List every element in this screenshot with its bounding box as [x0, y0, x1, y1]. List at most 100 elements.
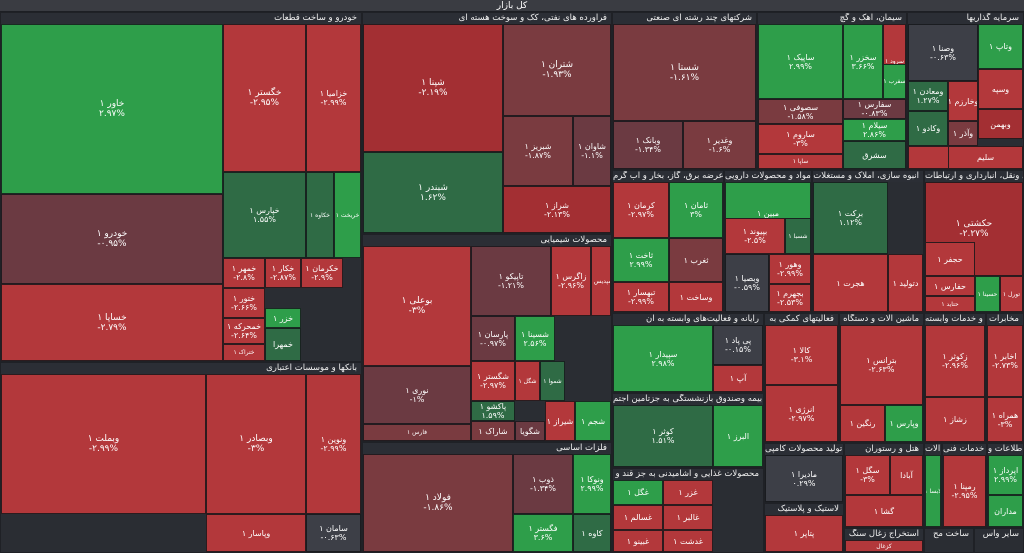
stock-tile[interactable]: گشا ۱	[845, 495, 923, 527]
stock-tile[interactable]: وتاپ ۱	[978, 24, 1023, 69]
stock-tile[interactable]: رمپنا ۱ -۲.۹۵%	[943, 455, 986, 527]
stock-tile[interactable]: دتولید ۱	[888, 254, 923, 312]
stock-tile[interactable]: ثغرب ۱	[669, 238, 723, 282]
sector-title[interactable]: سرمایه گذاریها	[908, 13, 1023, 24]
stock-tile[interactable]: خودرو ۱ -۰.۹۵%	[1, 194, 223, 284]
stock-tile[interactable]: وصنا ۱ -۰.۶۳%	[908, 24, 978, 81]
stock-tile[interactable]: ثامان ۱ ۳%	[669, 182, 723, 238]
stock-tile[interactable]: سگل ۱ -۳%	[845, 455, 890, 495]
stock-tile[interactable]: لابسا ۱	[925, 455, 941, 527]
sector-title[interactable]: فعالیتهای کمکی به	[765, 314, 838, 325]
stock-tile[interactable]: شگستر ۱ -۲.۹۷%	[471, 361, 515, 401]
stock-tile[interactable]: سخزر ۱ ۳.۶۶%	[843, 24, 883, 99]
stock-tile[interactable]: زشاز ۱	[925, 397, 985, 442]
sector-title[interactable]: بانکها و موسسات اعتباری	[1, 363, 361, 374]
stock-tile[interactable]: وکادو ۱	[908, 111, 948, 146]
stock-tile[interactable]: انرژی ۱ -۲.۹۷%	[765, 385, 838, 442]
stock-tile[interactable]: فارس ۱-۱.۶۶%	[363, 424, 471, 441]
stock-tile[interactable]: سشرق	[843, 141, 906, 169]
stock-tile[interactable]: خزامیا ۱ -۲.۹۹%	[306, 24, 361, 172]
stock-tile[interactable]: هجرت ۱	[813, 254, 888, 312]
stock-tile[interactable]: ومعادن ۱ ۱.۲۷%	[908, 81, 948, 111]
stock-tile[interactable]: کزغال	[845, 540, 923, 552]
stock-tile[interactable]: شسینا ۱ ۲.۵۶%	[515, 316, 555, 361]
stock-tile[interactable]: ساپا ۱	[758, 154, 843, 169]
stock-tile[interactable]: غزر ۱	[663, 480, 713, 505]
stock-tile[interactable]: خساپا ۱ -۲.۷۹%	[1, 284, 223, 361]
stock-tile[interactable]: سپیدار ۱ ۲.۹۸%	[613, 325, 713, 392]
stock-tile[interactable]: ونوکا ۱ ۲.۹۹%	[573, 454, 611, 514]
stock-tile[interactable]: اپرداز ۱ ۲.۹۹%	[988, 455, 1023, 495]
stock-tile[interactable]: شتران ۱ -۱.۹۳%	[503, 24, 611, 116]
stock-tile[interactable]: کوثر ۱ ۱.۵۱%	[613, 405, 713, 467]
stock-tile[interactable]: وپاسار ۱	[206, 514, 306, 552]
stock-tile[interactable]: خگستر ۱ -۲.۹۵%	[223, 24, 306, 172]
sector-title[interactable]: محصولات شیمیایی	[363, 235, 611, 246]
stock-tile[interactable]: همراه ۱ -۳%	[987, 397, 1023, 442]
stock-tile[interactable]: حتاید ۱	[925, 296, 975, 312]
sector-title[interactable]: اطلاعات و	[988, 444, 1023, 455]
stock-tile[interactable]: ختراک ۱-۲%	[223, 344, 265, 361]
sector-title[interactable]: هتل و رستوران	[845, 444, 923, 455]
stock-tile[interactable]: خپارس ۱ ۱.۵۵%	[223, 172, 306, 258]
stock-tile[interactable]: وخارزم ۱	[948, 81, 978, 121]
stock-tile[interactable]: البرز ۱	[713, 405, 763, 467]
stock-tile[interactable]: تورل ۱	[1000, 276, 1023, 312]
stock-tile[interactable]: شپنا ۱ -۲.۱۹%	[363, 24, 503, 152]
stock-tile[interactable]: خاور ۱ ۲.۹۷%	[1, 24, 223, 194]
sector-title[interactable]: محصولات غذایی و آشامیدنی به جز قند و	[613, 469, 763, 480]
sector-title[interactable]: رایانه و فعالیت‌های وابسته به آن	[613, 314, 763, 325]
stock-tile[interactable]: شگل ۱-۲.۹۷%	[515, 361, 540, 401]
stock-tile[interactable]: فگستر ۱ ۳.۶%	[513, 514, 573, 552]
sector-title[interactable]: ماشین آلات	[925, 444, 941, 455]
stock-tile[interactable]: شیراز ۱	[545, 401, 575, 441]
stock-tile[interactable]: ثاخت ۱ ۲.۹۹%	[613, 238, 669, 282]
sector-title[interactable]: مخابرات	[987, 314, 1023, 325]
stock-tile[interactable]: سصوفی ۱ -۱.۵۸%	[758, 99, 843, 124]
stock-tile[interactable]: غالبر ۱	[663, 505, 713, 530]
stock-tile[interactable]: خریخت ۱۱.۷۴%	[334, 172, 361, 258]
stock-tile[interactable]: مداران	[988, 495, 1023, 527]
stock-tile[interactable]: سامان ۱ -۰.۶۳%	[306, 514, 361, 552]
stock-tile[interactable]: خکاوه ۱۲%	[306, 172, 334, 258]
stock-tile[interactable]: ساپیک ۱ ۲.۹۹%	[758, 24, 843, 99]
stock-tile[interactable]: بوعلی ۱ -۳%	[363, 246, 471, 366]
stock-tile[interactable]: بپیوند ۱ -۲.۵%	[725, 218, 785, 254]
stock-tile[interactable]: سلیم	[948, 146, 1023, 169]
stock-tile[interactable]: وبملت ۱ -۲.۹۹%	[1, 374, 206, 514]
stock-tile[interactable]: خزر ۱	[265, 308, 301, 328]
stock-tile[interactable]: غبینو ۱	[613, 530, 663, 552]
stock-tile[interactable]: وبانک ۱ -۱.۳۴%	[613, 121, 683, 169]
stock-tile[interactable]: شسبا ۱	[785, 218, 811, 254]
sector-title[interactable]: شرکتهای چند رشته ای صنعتی	[613, 13, 756, 24]
stock-tile[interactable]: خمهر ۱ -۲.۸%	[223, 258, 265, 288]
sector-title[interactable]: فراورده های نفتی، کک و سوخت هسته ای	[363, 13, 611, 24]
stock-tile[interactable]: برکت ۱ ۱.۱۲%	[813, 182, 888, 254]
stock-tile[interactable]: غسالم ۱	[613, 505, 663, 530]
stock-tile[interactable]: سفرب ۱	[883, 64, 906, 99]
stock-tile[interactable]: حسینا ۱	[975, 276, 1000, 312]
sector-title[interactable]: استخراج زغال سنگ	[845, 529, 923, 540]
stock-tile[interactable]: سفارس ۱ -۰.۸۳%	[843, 99, 906, 119]
stock-tile[interactable]: کاوه ۱	[573, 514, 611, 552]
stock-tile[interactable]: ساروم ۱ -۳%	[758, 124, 843, 154]
stock-tile[interactable]: حجفر ۱	[925, 242, 975, 276]
stock-tile[interactable]: آپ ۱	[713, 365, 763, 392]
stock-tile[interactable]: پاکشو ۱ ۱.۵۹%	[471, 401, 515, 421]
stock-tile[interactable]: شبریز ۱ -۱.۸۷%	[503, 116, 573, 186]
stock-tile[interactable]: شگویا	[515, 421, 545, 441]
sector-title[interactable]: زراعت و خدمات وابسته	[925, 314, 985, 325]
stock-tile[interactable]: وغدیر ۱ -۱.۶%	[683, 121, 756, 169]
stock-tile[interactable]: شاوان ۱ -۱.۱%	[573, 116, 611, 186]
stock-tile[interactable]: زکوثر ۱ -۲.۹۶%	[925, 325, 985, 397]
sector-title[interactable]: خودرو و ساخت قطعات	[1, 13, 361, 24]
sector-title[interactable]: عرضه برق، گاز، بخار و آب گرم	[613, 171, 723, 182]
stock-tile[interactable]: بجهرم ۱ -۲.۵۳%	[769, 284, 811, 312]
stock-tile[interactable]: شبندر ۱ ۱.۶۲%	[363, 152, 503, 233]
stock-tile[interactable]: تبهسار ۱ -۲.۹۹%	[613, 282, 669, 312]
stock-tile[interactable]: ونوین ۱ -۲.۹۹%	[306, 374, 361, 514]
stock-tile[interactable]: وبهمن	[978, 109, 1023, 139]
sector-title[interactable]: مواد و محصولات دارویی	[725, 171, 811, 182]
sector-title[interactable]: ساخت مح	[925, 529, 973, 540]
sector-title[interactable]: فلزات اساسی	[363, 443, 611, 454]
